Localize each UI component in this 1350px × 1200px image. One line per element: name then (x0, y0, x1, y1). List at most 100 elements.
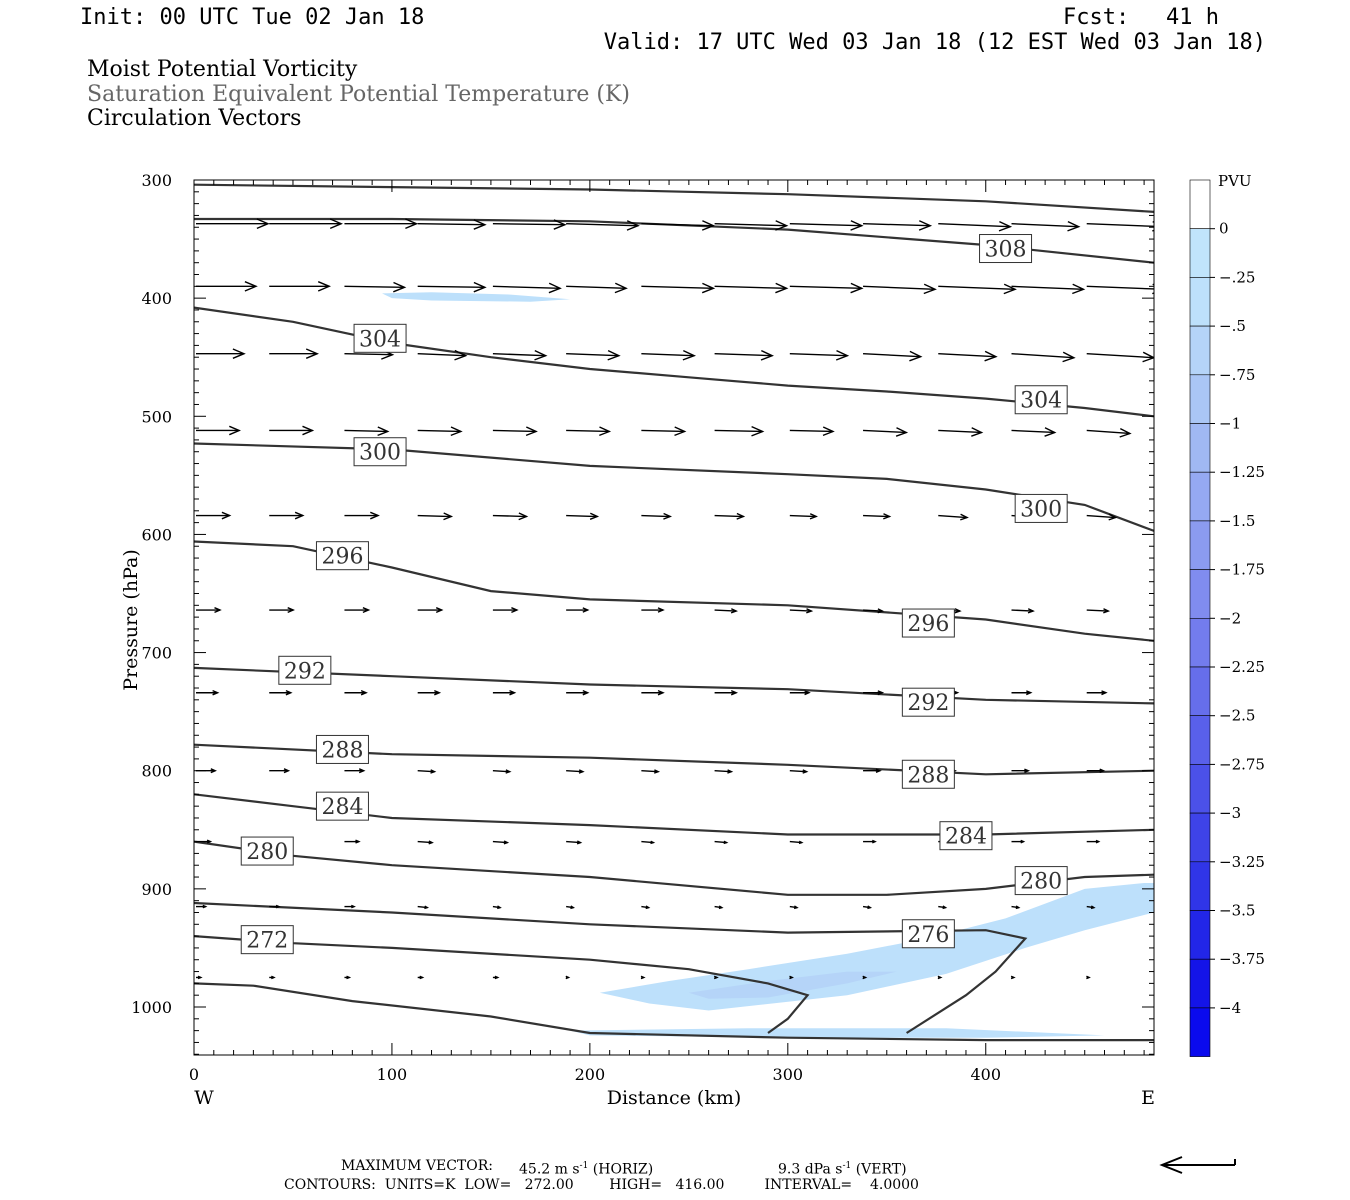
vector-shaft (417, 352, 466, 357)
vector-head (713, 975, 719, 980)
contour-label: 292 (284, 659, 326, 684)
vector-head (850, 220, 864, 231)
contour-label-box (1014, 385, 1068, 415)
contour-label-box (979, 234, 1033, 264)
vector-head (450, 426, 463, 437)
vector-head (271, 975, 276, 980)
vector-shaft (492, 840, 508, 844)
colorbar-unit: PVU (1218, 172, 1252, 190)
vector-head (424, 905, 430, 910)
vector-head (435, 607, 444, 614)
vector-head (1095, 839, 1101, 844)
vector-head (877, 690, 885, 696)
vector-head (1044, 427, 1057, 437)
colorbar-label: −2 (1219, 609, 1241, 627)
contour-label-box (901, 919, 955, 949)
contour-info: CONTOURS: UNITS=K LOW= 272.00 HIGH= 416.… (284, 1177, 919, 1193)
vector-shaft (938, 223, 1011, 228)
y-tick-label: 700 (141, 644, 172, 663)
vector-head (578, 769, 585, 774)
colorbar-cell (1189, 325, 1211, 376)
colorbar-cell (1189, 277, 1211, 327)
vector-shaft (566, 352, 619, 357)
vector-head (434, 689, 442, 696)
contour-280-14 (194, 840, 1154, 896)
vector-head (909, 350, 923, 362)
vector-head (599, 426, 612, 437)
vector-head (798, 840, 804, 845)
vector-head (937, 975, 943, 980)
vector-head (221, 511, 232, 520)
vector-head (883, 513, 892, 520)
vector-head (1101, 690, 1108, 696)
vector-shaft (641, 840, 654, 844)
vector-head (589, 512, 600, 520)
vector-shaft (492, 770, 510, 773)
vector-head (923, 283, 937, 295)
vector-head (256, 218, 270, 230)
vector-head (419, 975, 425, 980)
vector-shaft (641, 770, 659, 773)
max-vector-vert: 9.3 dPa s-1 (VERT) (778, 1161, 907, 1178)
x-tick-label: 300 (773, 1065, 804, 1084)
vector-head (505, 769, 512, 774)
colorbar-label: −2.25 (1219, 658, 1265, 676)
vector-shaft (566, 285, 627, 290)
colorbar-cell (1189, 471, 1211, 522)
vector-head (582, 689, 590, 696)
vector-shaft (1086, 285, 1154, 290)
forecast-label: Fcst: (1063, 5, 1130, 30)
vector-shaft (789, 609, 812, 612)
vector-head (287, 607, 295, 614)
contour-label-box (240, 925, 294, 955)
vector-head (918, 220, 933, 231)
vector-shaft (938, 352, 996, 358)
vector-head (497, 905, 502, 910)
vector-head (682, 349, 697, 361)
vector-head (473, 219, 487, 230)
vector-head (210, 768, 217, 774)
vector-head (511, 607, 519, 614)
vector-head (1015, 905, 1021, 910)
pv-region-2 (688, 971, 897, 999)
vector-shaft (417, 429, 461, 433)
vector-shaft (344, 352, 393, 356)
vector-head (730, 608, 739, 614)
colorbar-cell (1189, 374, 1211, 424)
vector-shaft (789, 285, 862, 290)
vector-head (718, 905, 724, 910)
colorbar-label: −.5 (1219, 317, 1246, 335)
contour-label-box (939, 821, 993, 851)
vector-shaft (863, 514, 890, 518)
contour-label: 300 (1020, 497, 1062, 522)
vector-shaft (863, 352, 921, 358)
vector-shaft (1086, 609, 1109, 612)
vector-head (275, 904, 281, 909)
title-theta-es: Saturation Equivalent Potential Temperat… (87, 82, 630, 107)
vector-head (302, 425, 315, 436)
vector-shaft (417, 285, 485, 289)
vector-head (960, 513, 969, 521)
vector-head (954, 608, 962, 614)
vector-head (1067, 220, 1081, 232)
contour-label: 304 (1020, 389, 1062, 414)
y-tick-label: 300 (141, 171, 172, 190)
vector-head (1222, 285, 1233, 294)
max-vector-label: MAXIMUM VECTOR: (341, 1158, 493, 1174)
contour-label: 288 (907, 763, 949, 788)
vector-shaft (789, 352, 848, 357)
vector-shaft (417, 840, 433, 844)
vector-shaft (566, 840, 581, 844)
theta-es-contours (194, 183, 1154, 1042)
contour-label-box (278, 655, 332, 685)
colorbar-label: −.25 (1219, 268, 1255, 286)
vector-shaft (566, 514, 598, 518)
vector-shaft (938, 514, 968, 519)
vector-shaft (492, 223, 565, 226)
contour-label-box (353, 437, 407, 467)
axes: 300 400 500 600 700 800 900 1000 0 100 200 300 400 (131, 171, 1154, 1084)
x-tick-label: 100 (377, 1065, 408, 1084)
vector-shaft (1011, 609, 1034, 612)
vector-head (701, 282, 716, 294)
contour-labels: 308 304 304 300 300 296 296 292 292 288 288 284 284 2… (240, 234, 1068, 955)
